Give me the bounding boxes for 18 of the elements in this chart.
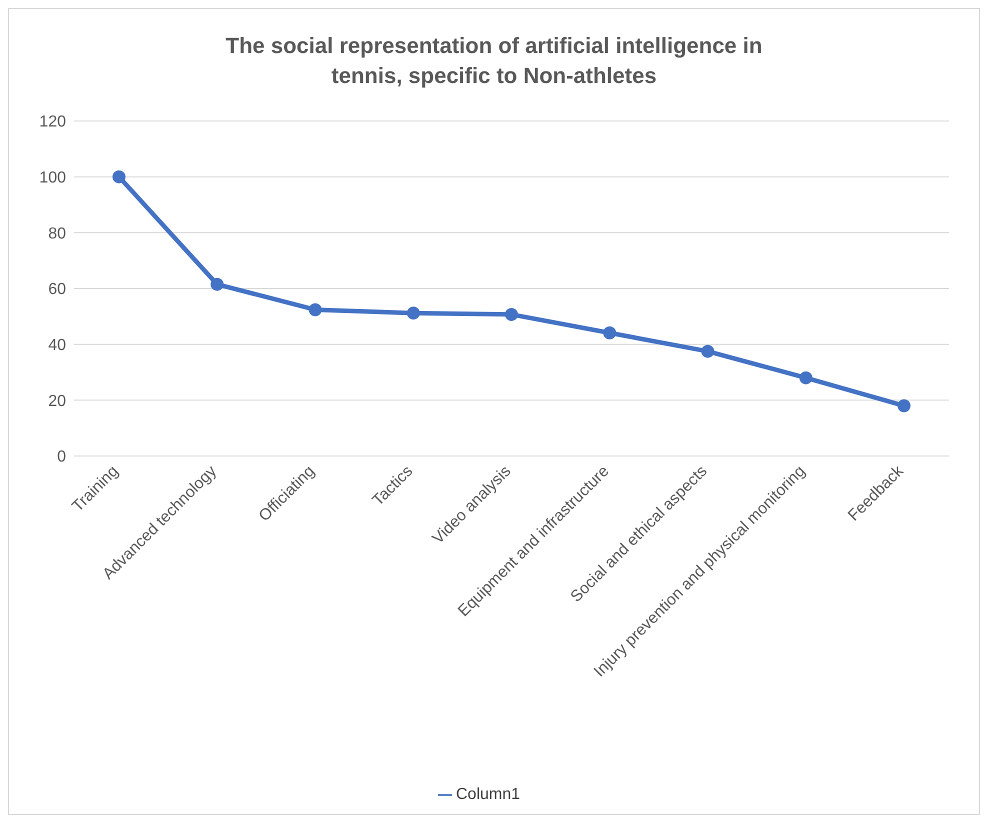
point xyxy=(112,170,126,184)
y-tick-label: 120 xyxy=(39,114,66,131)
y-tick-label: 60 xyxy=(48,281,66,298)
point xyxy=(898,399,910,412)
point xyxy=(701,344,714,358)
y-tick-label: 80 xyxy=(48,225,66,242)
y-tick-label: 20 xyxy=(48,392,66,410)
y-tick-label: 40 xyxy=(48,337,66,354)
y-tick-label: 100 xyxy=(39,170,66,187)
point xyxy=(406,306,420,320)
point xyxy=(603,326,616,340)
point xyxy=(799,371,812,384)
point xyxy=(505,308,518,321)
chart-title: The social representation of artificial intelligence in tennis, specific to Non-athletes xyxy=(224,32,764,90)
point xyxy=(308,303,322,316)
point xyxy=(210,278,224,291)
y-tick-label: 0 xyxy=(57,448,66,466)
legend-label: Column1 xyxy=(456,786,520,803)
